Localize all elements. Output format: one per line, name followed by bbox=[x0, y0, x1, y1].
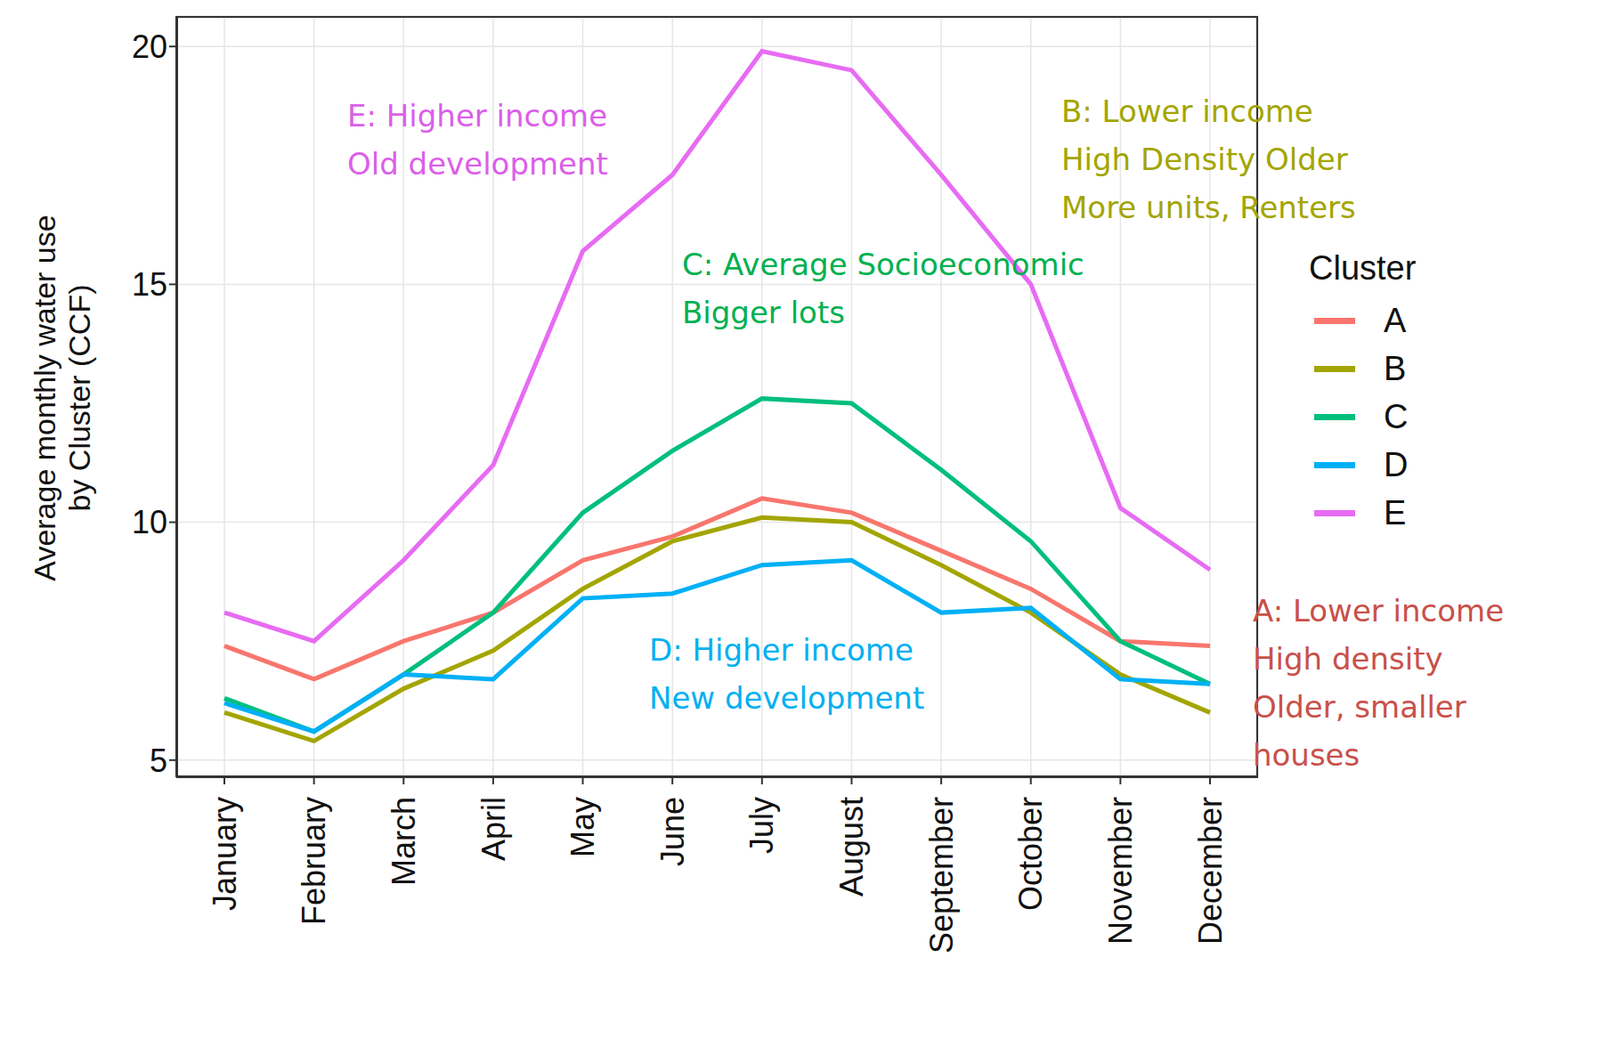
svg-text:July: July bbox=[743, 796, 780, 854]
svg-text:August: August bbox=[833, 796, 870, 897]
svg-text:February: February bbox=[295, 796, 333, 926]
html-text:Cluster: Cluster bbox=[1308, 249, 1417, 287]
svg-text:September: September bbox=[923, 796, 960, 954]
html-text:B: Lower income: B: Lower income bbox=[1061, 93, 1314, 130]
html-text:B: B bbox=[1383, 349, 1407, 387]
html-text:Average monthly water use: Average monthly water use bbox=[27, 214, 62, 582]
html-text:by Cluster (CCF): by Cluster (CCF) bbox=[62, 284, 97, 512]
html-text:High Density Older: High Density Older bbox=[1061, 141, 1348, 178]
html-text:Old development: Old development bbox=[347, 146, 609, 182]
html-text:E: Higher income: E: Higher income bbox=[347, 97, 608, 134]
svg-text:10: 10 bbox=[131, 503, 168, 541]
html-text:D: D bbox=[1383, 445, 1409, 484]
html-text:New development: New development bbox=[649, 680, 925, 716]
html-text:C: Average Socioeconomic: C: Average Socioeconomic bbox=[682, 246, 1085, 283]
svg-text:15: 15 bbox=[131, 266, 168, 303]
svg-text:5: 5 bbox=[149, 742, 168, 780]
html-text:More units, Renters: More units, Renters bbox=[1061, 189, 1356, 226]
html-text:C: C bbox=[1383, 397, 1409, 435]
svg-text:June: June bbox=[654, 796, 691, 867]
svg-text:November: November bbox=[1102, 796, 1139, 945]
html-text:E: E bbox=[1383, 493, 1407, 532]
svg-text:April: April bbox=[475, 796, 512, 861]
html-text:Older, smaller: Older, smaller bbox=[1252, 689, 1467, 725]
html-text:houses: houses bbox=[1252, 737, 1360, 773]
html-text:A: A bbox=[1383, 301, 1407, 339]
svg-text:20: 20 bbox=[131, 28, 168, 65]
html-text:Bigger lots: Bigger lots bbox=[682, 294, 845, 331]
svg-text:October: October bbox=[1012, 796, 1049, 911]
svg-text:January: January bbox=[206, 796, 244, 911]
html-text:High density: High density bbox=[1252, 641, 1443, 677]
html-text:D: Higher income: D: Higher income bbox=[649, 632, 914, 668]
html-text:A: Lower income: A: Lower income bbox=[1252, 592, 1504, 629]
svg-text:March: March bbox=[385, 796, 423, 886]
svg-text:December: December bbox=[1192, 796, 1229, 945]
svg-text:May: May bbox=[564, 796, 602, 858]
